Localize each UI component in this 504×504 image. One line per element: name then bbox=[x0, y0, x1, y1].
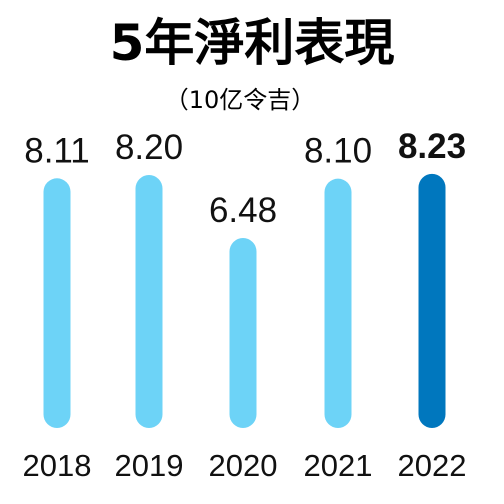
value-label-2020: 6.48 bbox=[209, 191, 277, 230]
bar-2018 bbox=[43, 178, 71, 428]
value-label-2018: 8.11 bbox=[24, 131, 90, 170]
bars-group bbox=[43, 173, 446, 428]
bar-2022 bbox=[418, 173, 446, 428]
x-label-2022: 2022 bbox=[398, 448, 467, 483]
bar-2020 bbox=[229, 238, 257, 428]
x-label-2021: 2021 bbox=[304, 448, 373, 483]
chart-title: 5年淨利表現 bbox=[110, 14, 395, 72]
value-label-2019: 8.20 bbox=[115, 128, 183, 167]
x-labels-group: 2018 2019 2020 2021 2022 bbox=[23, 448, 467, 483]
x-label-2019: 2019 bbox=[115, 448, 184, 483]
value-label-2022: 8.23 bbox=[398, 127, 466, 166]
x-label-2020: 2020 bbox=[209, 448, 278, 483]
chart-subtitle: （10亿令吉） bbox=[165, 86, 316, 114]
x-label-2018: 2018 bbox=[23, 448, 92, 483]
value-label-2021: 8.10 bbox=[304, 132, 372, 171]
bar-2021 bbox=[324, 178, 352, 428]
value-labels-group: 8.11 8.20 6.48 8.10 8.23 bbox=[24, 127, 466, 230]
bar-2019 bbox=[135, 175, 163, 428]
